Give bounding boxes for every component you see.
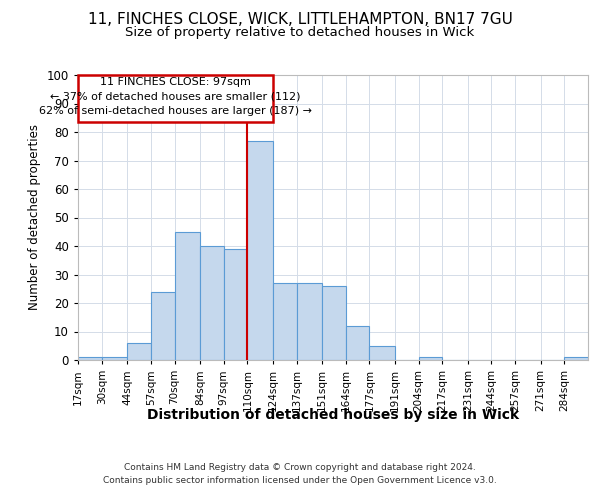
- Bar: [565, 357, 588, 360]
- Text: Distribution of detached houses by size in Wick: Distribution of detached houses by size …: [147, 408, 519, 422]
- Bar: [175, 232, 200, 360]
- Bar: [151, 292, 175, 360]
- Bar: [224, 249, 247, 360]
- Bar: [101, 357, 127, 360]
- Bar: [78, 357, 101, 360]
- Text: ← 37% of detached houses are smaller (112): ← 37% of detached houses are smaller (11…: [50, 92, 301, 102]
- Bar: [370, 346, 395, 360]
- Text: Contains HM Land Registry data © Crown copyright and database right 2024.: Contains HM Land Registry data © Crown c…: [124, 462, 476, 471]
- Bar: [273, 283, 296, 360]
- Text: 11, FINCHES CLOSE, WICK, LITTLEHAMPTON, BN17 7GU: 11, FINCHES CLOSE, WICK, LITTLEHAMPTON, …: [88, 12, 512, 28]
- Y-axis label: Number of detached properties: Number of detached properties: [28, 124, 41, 310]
- Text: 62% of semi-detached houses are larger (187) →: 62% of semi-detached houses are larger (…: [39, 106, 312, 116]
- Bar: [296, 283, 322, 360]
- Bar: [127, 343, 151, 360]
- Bar: [346, 326, 370, 360]
- FancyBboxPatch shape: [78, 75, 273, 122]
- Bar: [322, 286, 346, 360]
- Bar: [200, 246, 224, 360]
- Text: Size of property relative to detached houses in Wick: Size of property relative to detached ho…: [125, 26, 475, 39]
- Bar: [419, 357, 442, 360]
- Text: Contains public sector information licensed under the Open Government Licence v3: Contains public sector information licen…: [103, 476, 497, 485]
- Text: 11 FINCHES CLOSE: 97sqm: 11 FINCHES CLOSE: 97sqm: [100, 77, 251, 87]
- Bar: [247, 140, 273, 360]
